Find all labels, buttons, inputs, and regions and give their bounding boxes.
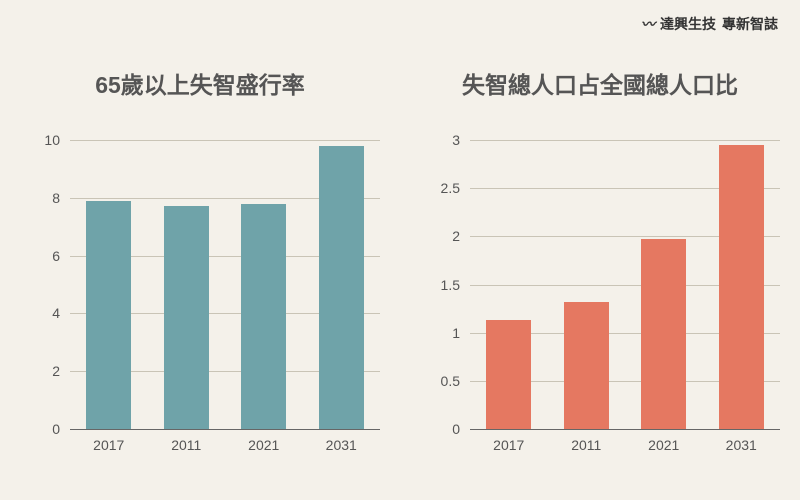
y-tick-label: 2 [452,228,470,244]
y-tick-label: 10 [44,132,70,148]
bar [719,145,764,429]
right-plot-area: 00.511.522.53 2017201120212031 [470,140,780,430]
left-plot-area: 0246810 2017201120212031 [70,140,380,430]
bar [241,204,286,429]
bar [86,201,131,429]
left-chart-title: 65歲以上失智盛行率 [0,66,400,100]
x-tick-label: 2021 [648,429,679,453]
left-chart-panel: 65歲以上失智盛行率 0246810 2017201120212031 [0,60,400,480]
x-tick-label: 2021 [248,429,279,453]
x-tick-label: 2011 [571,429,601,453]
bar [564,302,609,429]
bar [486,320,531,429]
x-tick-label: 2017 [493,429,524,453]
brand-logo-glyph: 〰 [641,14,654,34]
y-tick-label: 0 [52,421,70,437]
right-chart-panel: 失智總人口占全國總人口比 00.511.522.53 2017201120212… [400,60,800,480]
x-tick-label: 2031 [726,429,757,453]
y-tick-label: 0 [452,421,470,437]
y-tick-label: 6 [52,248,70,264]
brand-name-2: 專新智誌 [722,14,778,34]
brand-name-1: 達興生技 [660,14,716,34]
right-bars: 2017201120212031 [470,140,780,429]
y-tick-label: 8 [52,190,70,206]
y-tick-label: 2 [52,363,70,379]
y-tick-label: 4 [52,305,70,321]
x-tick-label: 2031 [326,429,357,453]
left-bars: 2017201120212031 [70,140,380,429]
x-tick-label: 2011 [171,429,201,453]
attribution: 〰 達興生技 專新智誌 [641,14,778,34]
bar [641,239,686,429]
charts-row: 65歲以上失智盛行率 0246810 2017201120212031 失智總人… [0,60,800,480]
y-tick-label: 2.5 [441,180,470,196]
bar [164,206,209,429]
y-tick-label: 1 [452,325,470,341]
y-tick-label: 0.5 [441,373,470,389]
x-tick-label: 2017 [93,429,124,453]
y-tick-label: 1.5 [441,277,470,293]
right-chart-title: 失智總人口占全國總人口比 [400,66,800,100]
y-tick-label: 3 [452,132,470,148]
bar [319,146,364,429]
